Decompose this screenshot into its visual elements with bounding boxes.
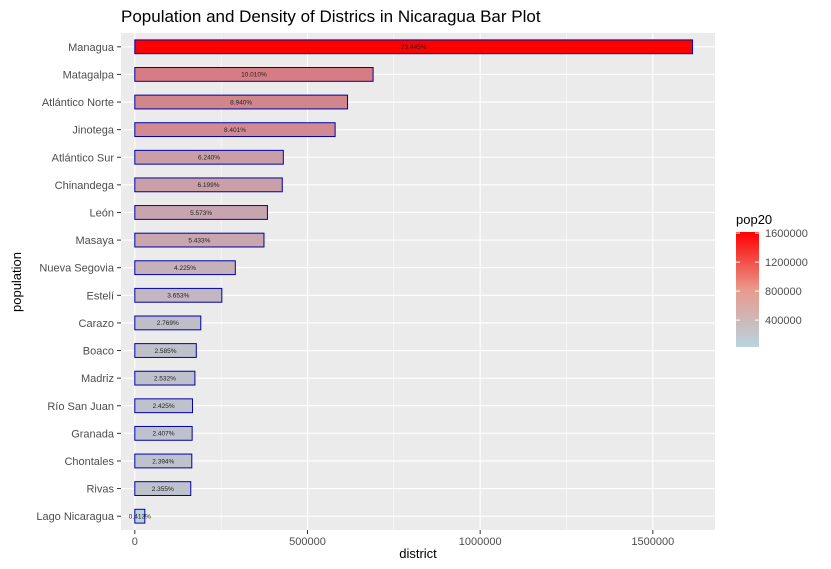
y-tick-label: Matagalpa <box>63 69 115 81</box>
y-tick-label: Jinotega <box>72 125 114 137</box>
bar <box>134 94 349 110</box>
bar <box>134 260 236 276</box>
bar-data-label: 5.433% <box>188 237 210 244</box>
bar-data-label: 2.769% <box>157 320 179 327</box>
bar-data-label: 2.425% <box>153 403 175 410</box>
bar <box>134 398 193 414</box>
y-tick-label: Río San Juan <box>47 401 114 413</box>
y-tick-label: Lago Nicaragua <box>36 511 115 523</box>
y-tick-label: Atlántico Sur <box>52 152 115 164</box>
colorbar-tick-label: 1200000 <box>765 257 808 269</box>
bar <box>134 287 223 303</box>
bar <box>134 39 694 55</box>
bar-data-label: 5.573% <box>190 210 212 217</box>
y-tick-label: Madriz <box>81 373 114 385</box>
y-tick-label: Chontales <box>64 456 114 468</box>
bar <box>134 343 197 358</box>
bar <box>134 149 284 165</box>
bar-data-label: 2.407% <box>152 431 174 438</box>
bar <box>134 425 193 441</box>
y-tick-label: Nueva Segovia <box>39 263 114 275</box>
bar-data-label: 0.413% <box>129 513 151 520</box>
colorbar-tick-label: 1600000 <box>765 228 808 240</box>
legend-title: pop20 <box>736 212 772 227</box>
bar-data-label: 2.355% <box>152 486 174 493</box>
y-tick-label: Managua <box>68 42 115 54</box>
bar <box>134 177 283 193</box>
y-tick-label: Boaco <box>83 346 114 358</box>
y-tick-label: Masaya <box>75 235 114 247</box>
colorbar-ticks: 400000 800000 1200000 1600000 <box>736 228 808 327</box>
x-tick-label: 1500000 <box>631 536 674 548</box>
bar <box>134 205 268 220</box>
y-tick-label: Granada <box>71 428 115 440</box>
bar <box>134 481 192 496</box>
x-tick-label: 0 <box>132 536 138 548</box>
colorbar-legend: pop20 400000 800000 1200000 1600000 <box>736 212 808 347</box>
plot-panel <box>121 33 715 530</box>
x-axis-title: district <box>399 546 437 561</box>
bar-data-label: 8.401% <box>224 127 246 134</box>
x-tick-label: 1000000 <box>459 536 502 548</box>
y-tick-label: Carazo <box>79 318 114 330</box>
y-tick-label: Estelí <box>86 290 114 302</box>
y-tick-label: León <box>90 207 114 219</box>
bar-data-label: 8.940% <box>230 99 252 106</box>
bar-data-label: 6.199% <box>198 182 220 189</box>
bar-data-label: 2.394% <box>152 458 174 465</box>
bar <box>134 232 265 248</box>
y-axis-title: population <box>9 252 24 312</box>
bar <box>134 370 196 386</box>
bar <box>134 508 146 524</box>
bar-data-label: 4.225% <box>174 265 196 272</box>
bar-data-label: 2.532% <box>154 375 176 382</box>
y-tick-label: Rivas <box>86 484 114 496</box>
colorbar-tick-label: 800000 <box>765 286 802 298</box>
y-tick-label: Atlántico Norte <box>42 97 114 109</box>
bars: 23.445% 10.010% 8.940% 8.401% 6.240% 6.199% 5.… <box>129 39 694 524</box>
bar-data-label: 3.653% <box>167 293 189 300</box>
chart-title: Population and Density of Districs in Ni… <box>121 7 541 26</box>
y-tick-label: Chinandega <box>55 180 115 192</box>
colorbar <box>736 232 759 347</box>
colorbar-tick-label: 400000 <box>765 315 802 327</box>
bar-data-label: 10.010% <box>241 72 267 79</box>
bar-data-label: 6.240% <box>198 155 220 162</box>
bar <box>134 453 193 469</box>
bar <box>134 315 202 331</box>
bar <box>134 122 336 138</box>
bar-data-label: 23.445% <box>401 44 427 51</box>
y-tick-labels: Managua Matagalpa Atlántico Norte Jinotega A… <box>36 42 121 523</box>
x-tick-label: 500000 <box>289 536 326 548</box>
bar-data-label: 2.585% <box>155 348 177 355</box>
x-tick-labels: 0 500000 1000000 1500000 <box>132 530 674 548</box>
bar <box>134 67 374 82</box>
